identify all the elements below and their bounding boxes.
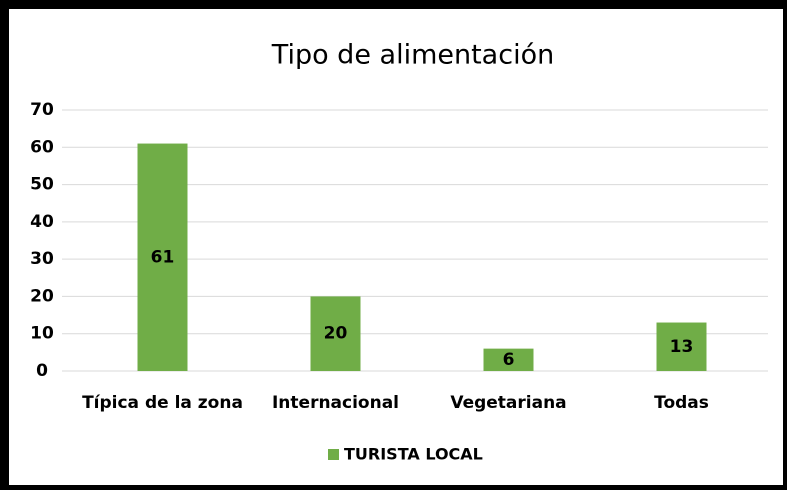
bar	[656, 322, 707, 371]
chart-title: Tipo de alimentación	[271, 40, 554, 71]
y-tick-label: 10	[30, 324, 54, 344]
legend-swatch	[328, 449, 339, 460]
y-tick-label: 0	[36, 361, 48, 381]
x-tick-label: Internacional	[272, 393, 399, 413]
data-label: 6	[503, 350, 515, 370]
y-tick-label: 60	[30, 137, 54, 157]
chart-area	[9, 9, 783, 485]
data-label: 13	[670, 337, 694, 357]
legend-label: TURISTA LOCAL	[344, 445, 483, 464]
data-label: 20	[324, 324, 348, 344]
y-tick-label: 30	[30, 249, 54, 269]
y-tick-label: 70	[30, 100, 54, 120]
x-tick-label: Típica de la zona	[82, 393, 243, 413]
bar	[310, 296, 361, 371]
data-label: 61	[151, 247, 175, 267]
y-tick-label: 20	[30, 286, 54, 306]
x-tick-label: Todas	[654, 393, 709, 413]
bar	[137, 143, 188, 371]
bar	[483, 348, 534, 371]
y-tick-label: 40	[30, 212, 54, 232]
y-tick-label: 50	[30, 175, 54, 195]
x-tick-label: Vegetariana	[450, 393, 566, 413]
